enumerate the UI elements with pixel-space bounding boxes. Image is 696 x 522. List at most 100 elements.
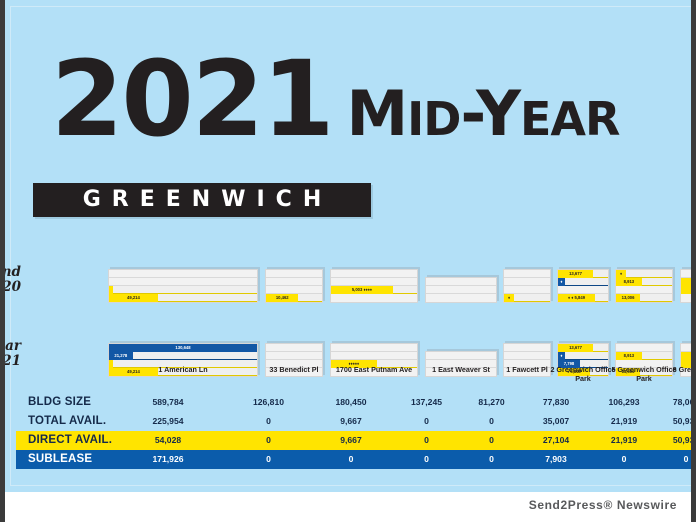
table-row: DIRECT AVAIL. 54,028 0 9,667 0 0 27,104 21,919 5… — [16, 431, 691, 450]
chart-bar-segment — [266, 360, 322, 368]
chart-bar-segment — [426, 360, 496, 368]
market-banner-label: GREENWICH — [82, 187, 333, 212]
chart-segment-value: 25,470 — [681, 286, 691, 294]
chart-bar-1 — [265, 343, 323, 377]
chart-segment-value: 10,462 — [266, 294, 299, 302]
table-cell: 54,028 — [154, 435, 182, 445]
table-row-header: BLDG SIZE — [28, 396, 92, 408]
chart-bar-6: 8,913 13,006 — [615, 343, 673, 377]
chart-bar-segment — [266, 368, 322, 376]
chart-bar-segment — [616, 344, 672, 352]
chart-bar-5: 13,677 ♦ 7,798 ♦ 5,849 — [557, 343, 609, 377]
chart-bar-segment — [426, 352, 496, 360]
table-cell: 7,903 — [545, 454, 567, 464]
chart-bar-segment — [504, 368, 550, 376]
table-cell: 589,784 — [152, 397, 184, 407]
chart-bar-7: 25,46525,470 — [680, 269, 691, 303]
chart-bar-segment — [426, 286, 496, 294]
chart-row-label-line2: 2021 — [2, 353, 21, 369]
chart-category-label: 1 Fawcett Pl — [506, 365, 548, 374]
table-cell: 27,104 — [542, 435, 570, 445]
chart-segment-value: 7,798 — [558, 360, 580, 368]
chart-bar-segment: 49,214 — [109, 368, 257, 376]
chart-bar-segment: 13,006 — [616, 294, 672, 302]
chart-category-label: 1 East Weaver St — [432, 365, 490, 374]
chart-bar-4: ♦ — [503, 269, 551, 303]
chart-bar-segment: 8,913 — [616, 278, 672, 286]
chart-bar-segment — [109, 360, 257, 368]
chart-row-label-line1: Mid Year — [5, 338, 21, 354]
chart-bar-row: 49,214 10,462 5,003 ♦♦♦♦ ♦ 13,677 ♦ ♦ ♦ 5,849 ♦… — [105, 243, 691, 303]
table-cell: 9,667 — [340, 435, 362, 445]
chart-segment-value: ♦ — [558, 278, 565, 286]
chart-bar-2: ♦♦♦♦♦ — [330, 343, 418, 377]
chart-bar-segment — [558, 286, 608, 294]
table-cell: 0 — [621, 454, 627, 464]
title-mid-year-id: ID — [407, 92, 461, 146]
chart-category-label: 5 Greenwich Office Park — [611, 365, 677, 383]
chart-bar-segment: ♦ — [504, 294, 550, 302]
chart-bar-segment — [426, 294, 496, 302]
chart-bar-segment — [426, 278, 496, 286]
table-cell: 0 — [266, 416, 271, 426]
chart-segment-value: 49,214 — [109, 294, 158, 302]
chart-bar-segment — [331, 278, 417, 286]
title-mid-year-m: M — [346, 77, 408, 150]
table-cell: 0 — [489, 416, 494, 426]
table-cell: 180,450 — [335, 397, 367, 407]
chart-bar-segment — [426, 368, 496, 376]
chart-bar-segment — [331, 352, 417, 360]
chart-bar-4 — [503, 343, 551, 377]
chart-bar-2: 5,003 ♦♦♦♦ — [330, 269, 418, 303]
chart-bar-3 — [425, 277, 497, 303]
chart-segment-value: 25,470 — [681, 360, 691, 368]
table-cell: 77,830 — [542, 397, 570, 407]
chart-bar-segment — [504, 286, 550, 294]
chart-bar-segment — [109, 270, 257, 278]
chart-segment-value: 8,913 — [616, 352, 642, 360]
chart-bar-1: 10,462 — [265, 269, 323, 303]
market-banner: GREENWICH — [33, 183, 371, 217]
chart-segment-value: 49,214 — [109, 368, 158, 376]
chart-row-label-mid-year-2021: Mid Year2021 — [2, 338, 25, 369]
chart-bar-segment — [616, 286, 672, 294]
chart-segment-value: 13,677 — [558, 344, 593, 352]
chart-segment-value: 13,006 — [616, 294, 641, 302]
table-row: BLDG SIZE 589,784 126,810 180,450 137,245 81,… — [16, 393, 691, 412]
chart-bar-segment — [681, 270, 691, 278]
chart-bar-segment — [109, 286, 257, 294]
chart-bar-segment: ♦ 5,849 — [558, 368, 608, 376]
chart-bar-segment — [331, 270, 417, 278]
chart-segment-value: 25,465 — [681, 278, 691, 286]
chart-bar-segment: 49,214 — [109, 294, 257, 302]
chart-category-axis: 1 American Ln 33 Benedict Pl 1700 East Put… — [105, 365, 691, 391]
chart-segment-value: 130,648 — [109, 344, 257, 352]
chart-bar-segment: ♦ — [558, 352, 608, 360]
table-cell: 0 — [266, 454, 271, 464]
chart-bar-segment — [681, 368, 691, 376]
table-cell: 0 — [348, 454, 354, 464]
chart-bar-segment — [504, 360, 550, 368]
chart-bar-segment — [504, 278, 550, 286]
chart-bar-segment: ♦ — [616, 270, 672, 278]
chart-bar-segment: 10,462 — [266, 294, 322, 302]
chart-segment-value: ♦ — [558, 352, 565, 360]
table-cell: 137,245 — [410, 397, 443, 407]
chart-bar-segment: 21,278 — [109, 352, 257, 360]
chart-segment-value: ♦ 5,849 — [558, 368, 590, 376]
chart-bar-segment — [266, 278, 322, 286]
chart-bar-segment: 8,913 — [616, 352, 672, 360]
chart-bar-segment — [681, 344, 691, 352]
table-row-header: TOTAL AVAIL. — [28, 415, 107, 427]
footer-bar: Send2Press® Newswire — [5, 492, 691, 522]
table-cell: 106,293 — [608, 397, 640, 407]
chart-bar-segment: 13,006 — [616, 368, 672, 376]
chart-segment-value: 13,006 — [616, 368, 641, 376]
chart-bar-6: ♦ 8,913 13,006 — [615, 269, 673, 303]
chart-segment-value: ♦ ♦ 5,849 — [558, 294, 595, 302]
chart-bar-segment: 130,648 — [109, 344, 257, 352]
chart-row-label-year-end-2020: Year End2020 — [5, 265, 25, 295]
